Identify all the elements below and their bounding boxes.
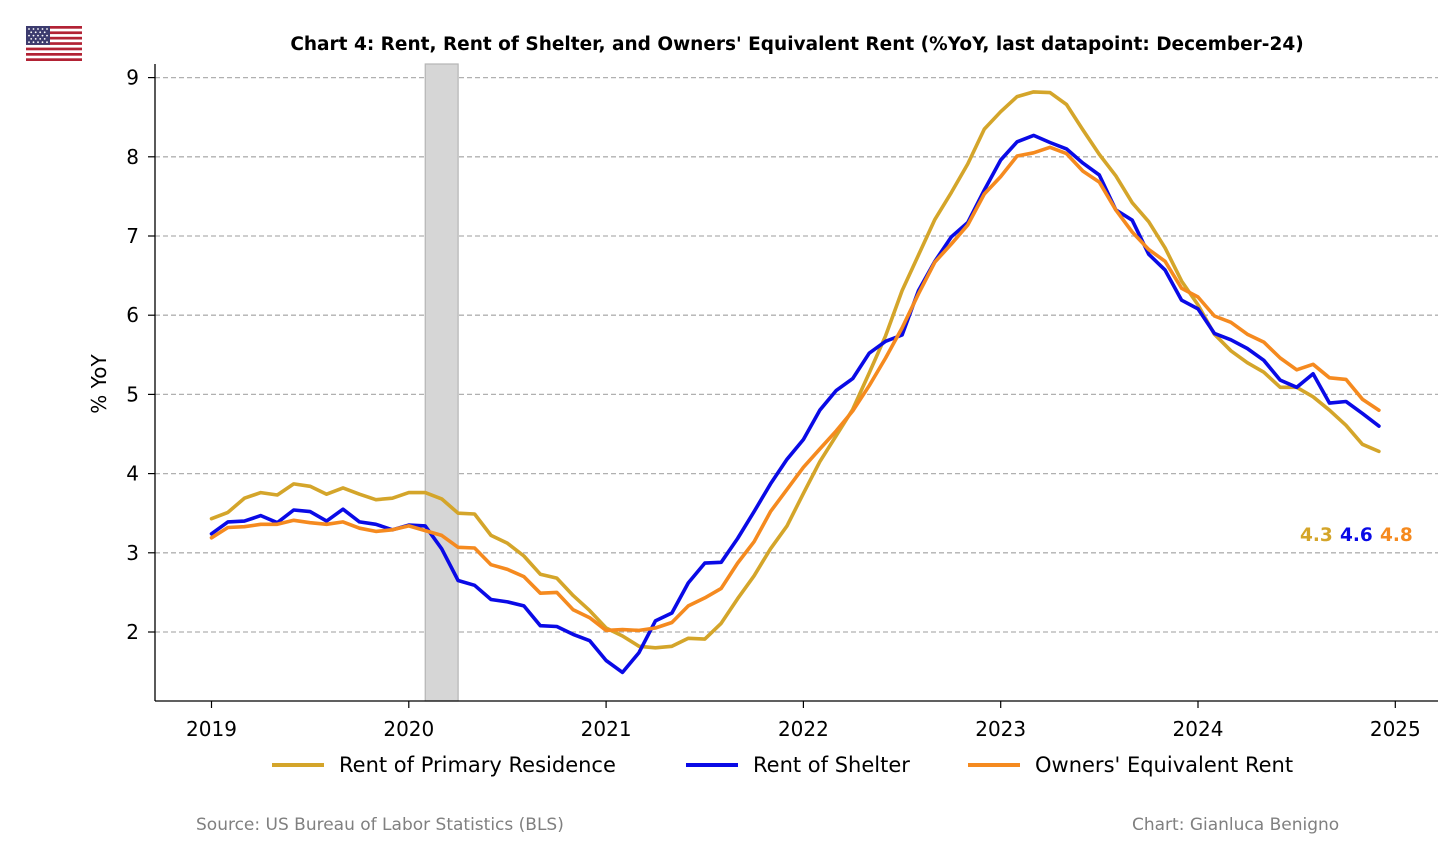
series-line-2 (209, 145, 1381, 633)
y-tick-label: 3 (126, 541, 139, 565)
chart-credit: Chart: Gianluca Benigno (1132, 815, 1340, 835)
x-tick-label: 2021 (581, 717, 632, 741)
last-value-label-1: 4.6 (1340, 525, 1373, 546)
x-tick-label: 2020 (383, 717, 434, 741)
y-tick-label: 9 (126, 66, 139, 90)
last-value-label-2: 4.8 (1380, 525, 1413, 546)
source-note: Source: US Bureau of Labor Statistics (B… (196, 815, 564, 835)
recession-shading (424, 63, 459, 702)
y-tick-label: 4 (126, 462, 139, 486)
series-line-0 (209, 90, 1381, 650)
legend-label-0: Rent of Primary Residence (339, 753, 616, 777)
recession-band (424, 63, 459, 702)
grid (155, 76, 1438, 633)
series-line-1 (209, 133, 1381, 675)
y-axis-label: % YoY (87, 354, 111, 414)
x-tick-label: 2024 (1173, 717, 1224, 741)
x-tick-label: 2022 (778, 717, 829, 741)
y-tick-label: 8 (126, 145, 139, 169)
legend-label-2: Owners' Equivalent Rent (1035, 753, 1293, 777)
y-tick-label: 5 (126, 382, 139, 406)
y-tick-label: 7 (126, 224, 139, 248)
x-tick-labels: 2019 2020 2021 2022 2023 2024 2025 (186, 701, 1421, 741)
legend: Rent of Primary Residence Rent of Shelter… (272, 753, 1293, 777)
axes (154, 64, 1438, 702)
x-tick-label: 2019 (186, 717, 237, 741)
y-tick-labels: 2 3 4 5 6 7 8 9 (126, 66, 155, 644)
last-value-label-0: 4.3 (1300, 525, 1333, 546)
plot-lines (209, 90, 1381, 675)
x-tick-label: 2023 (975, 717, 1026, 741)
y-tick-label: 2 (126, 620, 139, 644)
legend-label-1: Rent of Shelter (753, 753, 910, 777)
x-tick-label: 2025 (1370, 717, 1421, 741)
y-tick-label: 6 (126, 303, 139, 327)
chart-title: Chart 4: Rent, Rent of Shelter, and Owne… (290, 34, 1303, 55)
us-flag-icon (26, 26, 82, 61)
last-value-labels: 4.3 4.6 4.8 (1300, 525, 1413, 546)
